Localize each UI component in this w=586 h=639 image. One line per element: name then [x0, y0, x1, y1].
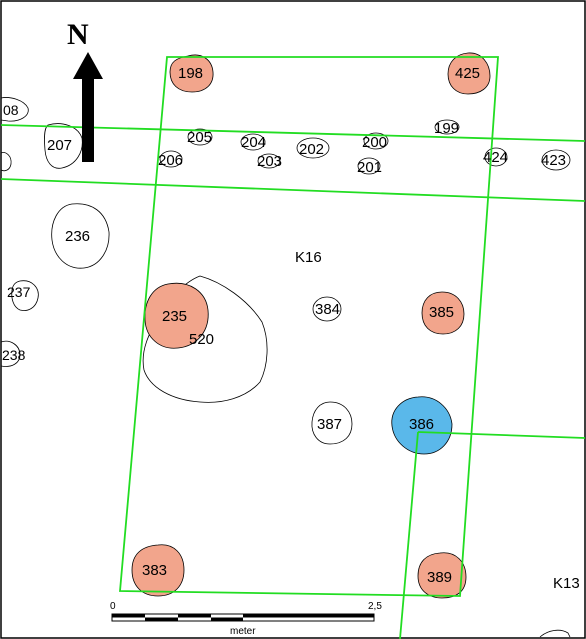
feature-label-520: 520 — [189, 331, 214, 348]
feature-238-outline — [0, 340, 21, 367]
feature-label-238: 238 — [2, 347, 26, 363]
scale-bar-seg-1 — [112, 614, 145, 618]
feature-423-outline — [541, 149, 571, 171]
feature-label-201: 201 — [357, 159, 382, 176]
feature-385-fill — [421, 291, 465, 335]
feature-237-outline — [11, 280, 39, 311]
feature-201-outline — [357, 157, 381, 175]
feature-202-outline — [296, 137, 330, 159]
feature-label-207: 207 — [47, 137, 72, 154]
feature-label-206: 206 — [158, 152, 183, 169]
scale-bar-seg-5 — [243, 614, 374, 618]
north-arrow-label: N — [67, 18, 89, 51]
feature-383-fill — [131, 544, 185, 597]
feature-389-fill — [417, 552, 467, 599]
feature-200-outline — [363, 132, 389, 150]
feature-label-199: 199 — [434, 120, 459, 137]
feature-label-423: 423 — [541, 152, 566, 169]
feature-label-385: 385 — [429, 304, 454, 321]
feature-label-235: 235 — [162, 308, 187, 325]
feature-label-202: 202 — [299, 141, 324, 158]
scale-bar-unit-label: meter — [230, 626, 256, 637]
feature-384-outline — [312, 296, 342, 322]
feature-label-425: 425 — [455, 65, 480, 82]
feature-198-fill — [169, 54, 214, 93]
feature-236-outline — [51, 203, 110, 269]
feature-205-outline — [187, 128, 213, 146]
trench-label-k13: K13 — [553, 575, 580, 592]
feature-k13-corner-outline — [539, 629, 571, 638]
scale-bar-seg-4 — [211, 617, 243, 621]
feature-210-outline — [0, 152, 12, 172]
trench-label-k16: K16 — [295, 249, 322, 266]
feature-label-198: 198 — [178, 65, 203, 82]
feature-424-outline — [484, 147, 508, 167]
feature-425-fill — [447, 52, 491, 95]
feature-204-outline — [240, 133, 266, 151]
scale-bar-end-label: 2,5 — [368, 601, 382, 612]
feature-199-outline — [434, 119, 460, 135]
feature-386-fill — [391, 396, 453, 455]
feature-label-383: 383 — [142, 562, 167, 579]
trench-k13-left-line — [399, 431, 419, 639]
feature-208-outline — [0, 97, 29, 122]
feature-label-205: 205 — [187, 129, 212, 146]
feature-label-237: 237 — [7, 284, 31, 300]
scale-bar — [111, 613, 375, 622]
feature-label-387: 387 — [317, 416, 342, 433]
feature-label-200: 200 — [362, 134, 387, 151]
feature-label-204: 204 — [241, 134, 266, 151]
feature-387-outline — [311, 401, 353, 445]
feature-label-203: 203 — [257, 153, 282, 170]
trench-k13-top-line — [417, 431, 586, 439]
trench-upper-line-b — [0, 178, 586, 202]
feature-235-fill — [144, 282, 209, 349]
feature-label-389: 389 — [427, 569, 452, 586]
feature-203-outline — [257, 153, 281, 169]
trench-k16-boundary — [119, 56, 499, 597]
trench-upper-line-a — [0, 124, 586, 142]
feature-label-236: 236 — [65, 228, 90, 245]
north-arrow-icon — [73, 52, 103, 162]
feature-label-208: 08 — [3, 102, 19, 118]
feature-label-384: 384 — [315, 301, 340, 318]
feature-label-386: 386 — [409, 416, 434, 433]
feature-label-424: 424 — [483, 149, 508, 166]
scale-bar-start-label: 0 — [110, 601, 116, 612]
feature-207-outline — [44, 123, 83, 169]
feature-206-outline — [159, 150, 183, 168]
scale-bar-seg-2 — [145, 617, 178, 621]
scale-bar-seg-3 — [178, 614, 211, 618]
